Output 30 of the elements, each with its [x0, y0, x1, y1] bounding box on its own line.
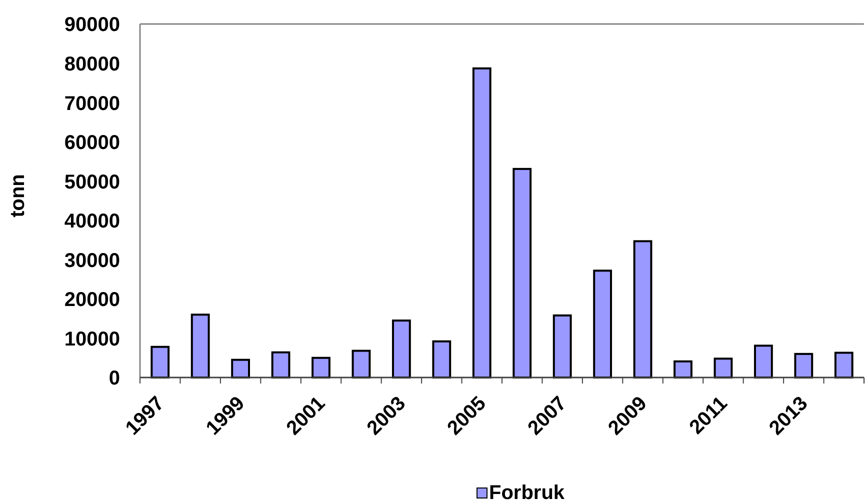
y-tick-label: 50000: [64, 171, 120, 194]
y-tick-label: 40000: [64, 210, 120, 233]
bar: [472, 67, 492, 378]
y-tick-label: 60000: [64, 132, 120, 154]
y-tick-label: 30000: [64, 250, 120, 272]
bar: [714, 358, 733, 378]
bar: [633, 240, 652, 378]
bar: [593, 270, 612, 378]
y-tick-label: 70000: [64, 92, 120, 115]
bar: [834, 352, 854, 378]
bar: [432, 340, 452, 378]
bar: [150, 346, 170, 378]
bar: [754, 344, 773, 378]
bar: [674, 360, 692, 378]
bar: [392, 320, 411, 378]
bar: [512, 168, 532, 378]
y-axis-title: tonn: [7, 174, 29, 218]
bar: [552, 314, 572, 378]
bar: [312, 356, 330, 378]
bar: [794, 352, 814, 378]
y-tick-label: 10000: [64, 328, 120, 350]
y-tick-label: 0: [108, 368, 120, 390]
bar: [231, 358, 250, 378]
bar: [190, 314, 210, 378]
y-tick-label: 20000: [64, 289, 120, 312]
y-tick-label: 80000: [64, 53, 120, 76]
y-tick-label: 90000: [64, 14, 120, 36]
bar: [271, 351, 290, 378]
bar: [352, 350, 371, 378]
legend-label: Forbruk: [489, 482, 566, 501]
